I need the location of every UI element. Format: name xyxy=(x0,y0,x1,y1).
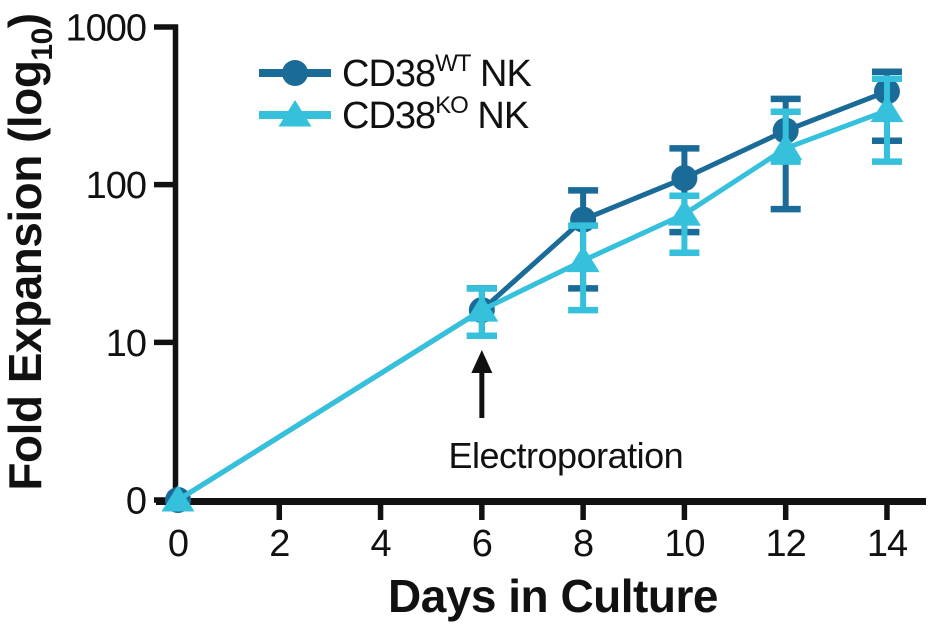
x-axis-tick-label: 14 xyxy=(867,523,908,565)
y-axis-tick-label: 0 xyxy=(126,481,146,523)
electroporation-arrow-head xyxy=(471,350,493,373)
legend-item-cd38-wt-nk: CD38WT NK xyxy=(259,50,532,95)
series-cd38-ko-nk xyxy=(161,75,904,512)
x-axis-tick-label: 10 xyxy=(664,523,704,565)
x-axis-tick-label: 6 xyxy=(472,523,492,565)
x-axis-tick-label: 2 xyxy=(269,523,289,565)
y-axis-tick-label: 10 xyxy=(106,323,146,365)
marker-triangle xyxy=(769,133,803,160)
legend-item-cd38-ko-nk: CD38KO NK xyxy=(259,92,530,137)
y-axis-tick-label: 1000 xyxy=(65,7,146,49)
marker-triangle xyxy=(465,295,499,322)
legend-marker-triangle xyxy=(278,100,312,127)
series-line xyxy=(176,108,888,503)
marker-triangle xyxy=(667,199,701,226)
x-axis-tick-label: 4 xyxy=(370,523,391,565)
legend-marker-circle xyxy=(282,60,308,86)
x-axis-tick-label: 0 xyxy=(168,523,188,565)
x-axis-title: Days in Culture xyxy=(388,570,718,622)
marker-triangle xyxy=(566,245,600,273)
y-axis-title: Fold Expansion (log10) xyxy=(0,13,59,490)
legend-label: CD38WT NK xyxy=(342,50,531,95)
marker-triangle xyxy=(870,95,904,123)
marker-triangle xyxy=(161,485,195,512)
x-axis-tick-label: 12 xyxy=(766,523,806,565)
electroporation-label: Electroporation xyxy=(449,435,684,476)
y-axis-tick-label: 100 xyxy=(86,165,146,207)
x-axis-tick-label: 8 xyxy=(573,523,593,565)
marker-circle xyxy=(671,165,698,192)
legend-label: CD38KO NK xyxy=(342,92,529,137)
